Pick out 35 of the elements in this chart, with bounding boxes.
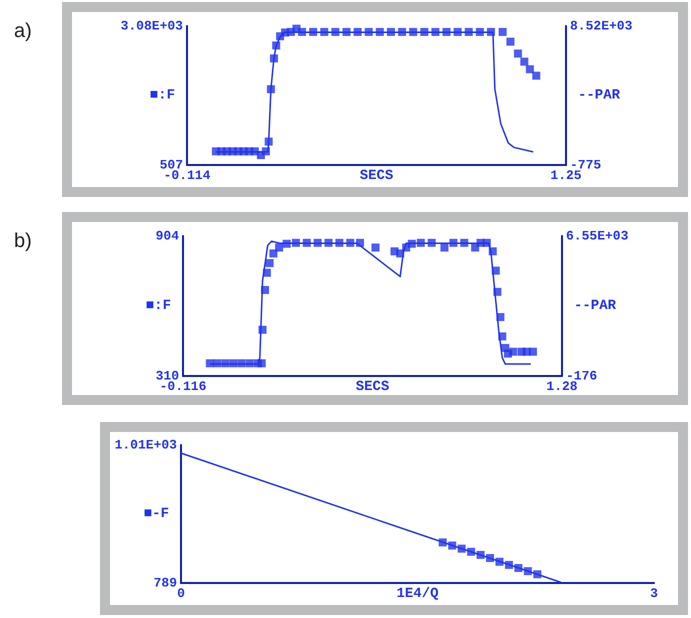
y2-axis-title: --PAR [578,88,621,104]
y-axis-title: ■-F [144,506,169,522]
y-tick-label: 904 [156,228,180,244]
point [269,249,278,258]
y-tick-label: 3.08E+03 [120,18,184,34]
y2-tick-label: 8.52E+03 [570,18,633,34]
x-axis-title: SECS [356,379,390,395]
point [371,244,380,252]
y-tick-label: 1.01E+03 [114,438,178,452]
y2-tick-label: 6.55E+03 [566,228,629,244]
point [528,348,537,356]
y-axis-title: ■:F [150,88,175,104]
x-tick-label: 0 [177,586,186,601]
y-tick-label: 789 [154,576,178,590]
x-tick-label: -0.114 [164,168,211,183]
x-tick-label: -0.116 [160,379,207,394]
x-tick-label: 1.25 [550,168,582,183]
point [514,50,522,58]
y2-axis-title: --PAR [574,298,617,314]
point [520,58,528,66]
text: b) [14,230,32,253]
point [498,28,507,36]
point [526,65,534,74]
text: a) [14,20,32,43]
y-axis-title: ■:F [146,298,171,314]
x-axis-title: 1E4/Q [396,586,439,602]
point [266,259,274,268]
x-tick-label: 1.28 [546,379,578,394]
point [509,348,518,356]
x-tick-label: 3 [650,586,658,601]
point [275,244,284,252]
point [506,38,514,46]
x-axis-title: SECS [360,168,394,184]
point [440,244,448,252]
point [532,72,540,80]
